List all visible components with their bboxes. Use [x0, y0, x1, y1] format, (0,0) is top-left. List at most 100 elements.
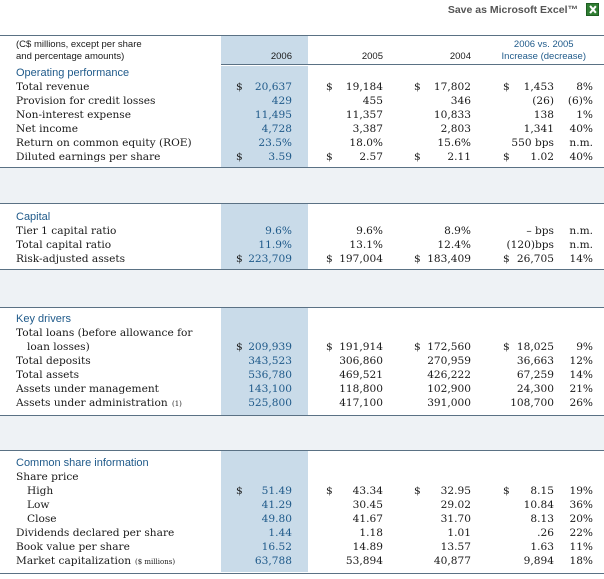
dollar-sign: $	[326, 341, 333, 353]
change-percent: 40%	[569, 151, 593, 163]
change-value: 24,300	[516, 383, 554, 395]
value-2006: 343,523	[248, 355, 292, 367]
divider	[0, 307, 604, 308]
row-label: Total deposits	[16, 355, 91, 367]
dollar-sign: $	[236, 151, 243, 163]
value-2006: 1.44	[268, 527, 292, 539]
row-label: Assets under management	[16, 383, 159, 395]
change-percent: 8%	[576, 81, 593, 93]
dollar-sign: $	[503, 151, 510, 163]
excel-icon[interactable]	[586, 3, 599, 16]
row-label: Market capitalization	[16, 555, 132, 567]
value-2006: 429	[271, 95, 292, 107]
table-row: Total capital ratio 11.9% 13.1% 12.4% (120)b…	[0, 238, 604, 252]
units-line-1: (C$ millions, except per share	[16, 39, 142, 50]
dollar-sign: $	[236, 485, 243, 497]
value-2004: 346	[450, 95, 471, 107]
value-2004: 32.95	[440, 485, 471, 497]
change-percent: 20%	[569, 513, 593, 525]
value-2006: 23.5%	[258, 137, 292, 149]
col-header-2005: 2005	[361, 51, 383, 62]
section-title-shares: Common share information	[0, 456, 604, 470]
highlight-2006-operating	[221, 66, 308, 167]
header-underline	[221, 64, 604, 65]
value-2006: 20,637	[254, 81, 292, 93]
save-as-excel-link[interactable]: Save as Microsoft Excel™	[447, 4, 578, 16]
value-2006: 11.9%	[258, 239, 292, 251]
col-header-change: 2006 vs. 2005 Increase (decrease)	[502, 39, 586, 63]
value-2006: 9.6%	[265, 225, 292, 237]
change-percent: 19%	[569, 485, 593, 497]
change-value: 36,663	[516, 355, 554, 367]
change-percent: 26%	[569, 397, 593, 409]
row-label: Total capital ratio	[16, 239, 112, 251]
row-label: Diluted earnings per share	[16, 151, 161, 163]
row-note: ($ millions)	[135, 558, 176, 566]
change-value: 9,894	[523, 555, 554, 567]
value-2006: 536,780	[248, 369, 292, 381]
change-percent: n.m.	[569, 137, 593, 149]
units-line-2: and percentage amounts)	[16, 51, 125, 62]
row-label: Non-interest expense	[16, 109, 132, 121]
value-2004: 31.70	[440, 513, 471, 525]
section-title: Common share information	[16, 457, 149, 469]
value-2004: 1.01	[447, 527, 471, 539]
row-label: Low	[27, 499, 50, 511]
value-2004: 2,803	[440, 123, 471, 135]
dollar-sign: $	[414, 253, 421, 265]
value-2005: 118,800	[339, 383, 383, 395]
value-2006: 209,939	[248, 341, 292, 353]
divider	[0, 573, 604, 574]
change-percent: 36%	[569, 499, 593, 511]
table-row: Total deposits 343,523 306,860 270,959 36,66…	[0, 354, 604, 368]
table-row: Risk-adjusted assets $223,709 $197,004 $183…	[0, 252, 604, 266]
loans-label-row: Total loans (before allowance for	[0, 326, 604, 340]
row-label: loan losses)	[27, 341, 90, 353]
dollar-sign: $	[503, 253, 510, 265]
value-2004: 426,222	[427, 369, 471, 381]
value-2004: 270,959	[427, 355, 471, 367]
change-value: (26)	[532, 95, 554, 107]
col-header-2004: 2004	[449, 51, 471, 62]
value-2006: 49.80	[261, 513, 292, 525]
highlight-2006-header	[221, 36, 308, 65]
value-2005: 13.1%	[349, 239, 383, 251]
units-header: (C$ millions, except per share and perce…	[16, 39, 142, 63]
value-2005: 455	[362, 95, 383, 107]
value-2004: 183,409	[427, 253, 471, 265]
row-label: Tier 1 capital ratio	[16, 225, 117, 237]
value-2005: 469,521	[339, 369, 383, 381]
row-label: Provision for credit losses	[16, 95, 156, 107]
change-percent: n.m.	[569, 239, 593, 251]
dollar-sign: $	[326, 253, 333, 265]
row-label: Share price	[16, 471, 79, 483]
change-percent: 9%	[576, 341, 593, 353]
row-label: Return on common equity (ROE)	[16, 137, 192, 149]
dollar-sign: $	[414, 485, 421, 497]
value-2006: 63,788	[254, 555, 292, 567]
row-label: Book value per share	[16, 541, 130, 553]
row-label: Net income	[16, 123, 79, 135]
change-value: 108,700	[510, 397, 554, 409]
value-2004: 8.9%	[444, 225, 471, 237]
row-label: Total revenue	[16, 81, 90, 93]
share-price-label-row: Share price	[0, 470, 604, 484]
value-2006: 4,728	[261, 123, 292, 135]
dollar-sign: $	[326, 151, 333, 163]
change-value: 1.02	[530, 151, 554, 163]
section-gap	[0, 416, 604, 450]
change-percent: 1%	[576, 109, 593, 121]
value-2004: 40,877	[433, 555, 471, 567]
value-2005: 197,004	[339, 253, 383, 265]
highlight-2006-drivers	[221, 308, 308, 415]
change-percent: 21%	[569, 383, 593, 395]
change-value: 26,705	[516, 253, 554, 265]
table-row: Dividends declared per share 1.44 1.18 1.01…	[0, 526, 604, 540]
dollar-sign: $	[503, 81, 510, 93]
change-percent: 11%	[569, 541, 593, 553]
table-row: Total assets 536,780 469,521 426,222 67,259 1…	[0, 368, 604, 382]
row-label: Dividends declared per share	[16, 527, 175, 539]
value-2006: 143,100	[248, 383, 292, 395]
value-2006: 11,495	[254, 109, 292, 121]
section-gap	[0, 168, 604, 203]
